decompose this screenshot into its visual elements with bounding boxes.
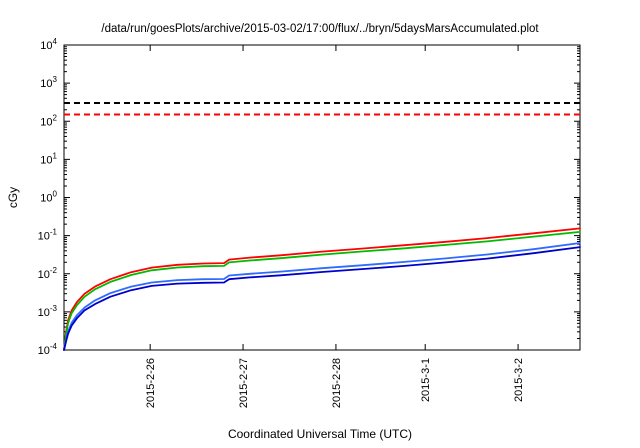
y-tick-label: 101 bbox=[40, 151, 57, 166]
series-green bbox=[63, 230, 581, 351]
y-axis-title: cGy bbox=[6, 187, 20, 208]
y-tick-label: 10-1 bbox=[38, 228, 58, 243]
x-tick-label: 2015-2-27 bbox=[238, 358, 250, 408]
series-blue-lower bbox=[63, 246, 581, 351]
x-tick-label: 2015-2-26 bbox=[145, 358, 157, 408]
y-tick-label: 10-2 bbox=[38, 266, 58, 281]
series-red bbox=[63, 227, 581, 351]
series-blue-upper bbox=[63, 242, 581, 351]
y-tick-label: 104 bbox=[40, 37, 57, 52]
y-tick-label: 102 bbox=[40, 113, 57, 128]
x-tick-label: 2015-2-28 bbox=[331, 358, 343, 408]
x-tick-label: 2015-3-2 bbox=[513, 358, 525, 402]
x-tick-label: 2015-3-1 bbox=[420, 358, 432, 402]
y-tick-label: 10-4 bbox=[38, 342, 58, 357]
x-axis-title: Coordinated Universal Time (UTC) bbox=[227, 427, 413, 441]
y-tick-label: 10-3 bbox=[38, 304, 58, 319]
y-tick-label: 100 bbox=[40, 190, 57, 205]
plot-border bbox=[63, 44, 581, 351]
y-tick-label: 103 bbox=[40, 75, 57, 90]
chart-title: /data/run/goesPlots/archive/2015-03-02/1… bbox=[101, 23, 539, 35]
